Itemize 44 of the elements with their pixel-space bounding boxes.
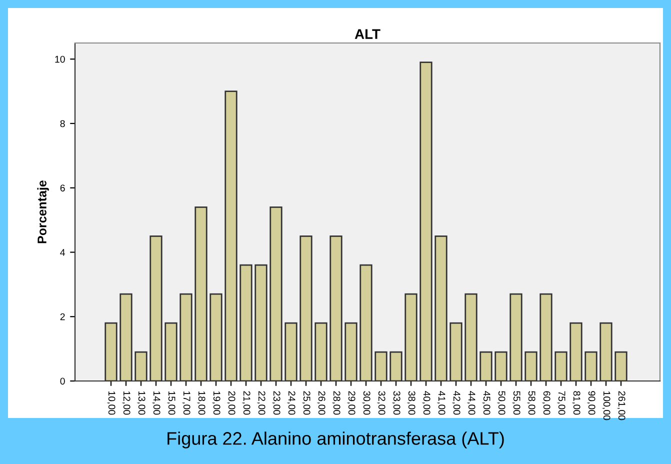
x-tick-label: 81,00: [572, 391, 580, 415]
x-tick-label: 75,00: [557, 391, 566, 415]
x-tick-label: 20,00: [227, 391, 236, 415]
x-tick-label: 41,00: [437, 390, 446, 415]
x-tick-label: 29,00: [347, 391, 356, 415]
chart-title: ALT: [354, 29, 380, 39]
x-tick-label: 28,00: [332, 391, 340, 415]
x-tick-label: 23,00: [272, 391, 280, 415]
x-tick-label: 40,00: [422, 390, 430, 415]
x-tick-label: 22,00: [257, 391, 266, 415]
y-tick-label: 0: [60, 378, 65, 385]
y-tick-label: 8: [60, 120, 65, 128]
x-tick-label: 44,00: [467, 390, 476, 415]
x-tick-label: 45,00: [482, 390, 490, 415]
x-tick-label: 90,00: [587, 391, 596, 415]
x-tick-label: 17,00: [182, 391, 190, 415]
x-tick-label: 100,00: [602, 391, 610, 420]
x-tick-label: 42,00: [452, 390, 460, 415]
y-tick-label: 6: [60, 184, 65, 192]
y-tick-label: 10: [55, 56, 65, 63]
x-tick-label: 60,00: [542, 391, 550, 415]
x-tick-label: 15,00: [167, 391, 176, 415]
x-tick-label: 58,00: [527, 391, 536, 415]
y-axis-title: Porcentaje: [37, 180, 49, 244]
x-tick-label: 24,00: [287, 391, 296, 415]
text: Figura 22. Alanino aminotransferasa (ALT): [168, 432, 504, 448]
x-tick-label: 55,00: [512, 391, 520, 415]
x-tick-label: 33,00: [392, 391, 400, 415]
x-tick-label: 25,00: [302, 391, 310, 415]
x-tick-label: 38,00: [407, 391, 416, 415]
x-tick-label: 18,00: [197, 391, 206, 415]
x-tick-label: 261,00: [617, 391, 626, 420]
x-tick-label: 14,00: [152, 391, 160, 415]
x-tick-label: 21,00: [242, 391, 250, 415]
x-tick-label: 19,00: [212, 391, 220, 415]
x-tick-label: 32,00: [377, 391, 386, 415]
y-tick-label: 2: [60, 313, 65, 320]
y-tick-label: 4: [60, 249, 65, 256]
x-tick-label: 10,00: [107, 391, 116, 415]
x-tick-label: 13,00: [137, 391, 146, 415]
x-tick-label: 26,00: [317, 391, 326, 415]
x-tick-label: 12,00: [122, 391, 130, 415]
x-tick-label: 50,00: [497, 391, 506, 415]
x-tick-label: 30,00: [362, 391, 370, 415]
